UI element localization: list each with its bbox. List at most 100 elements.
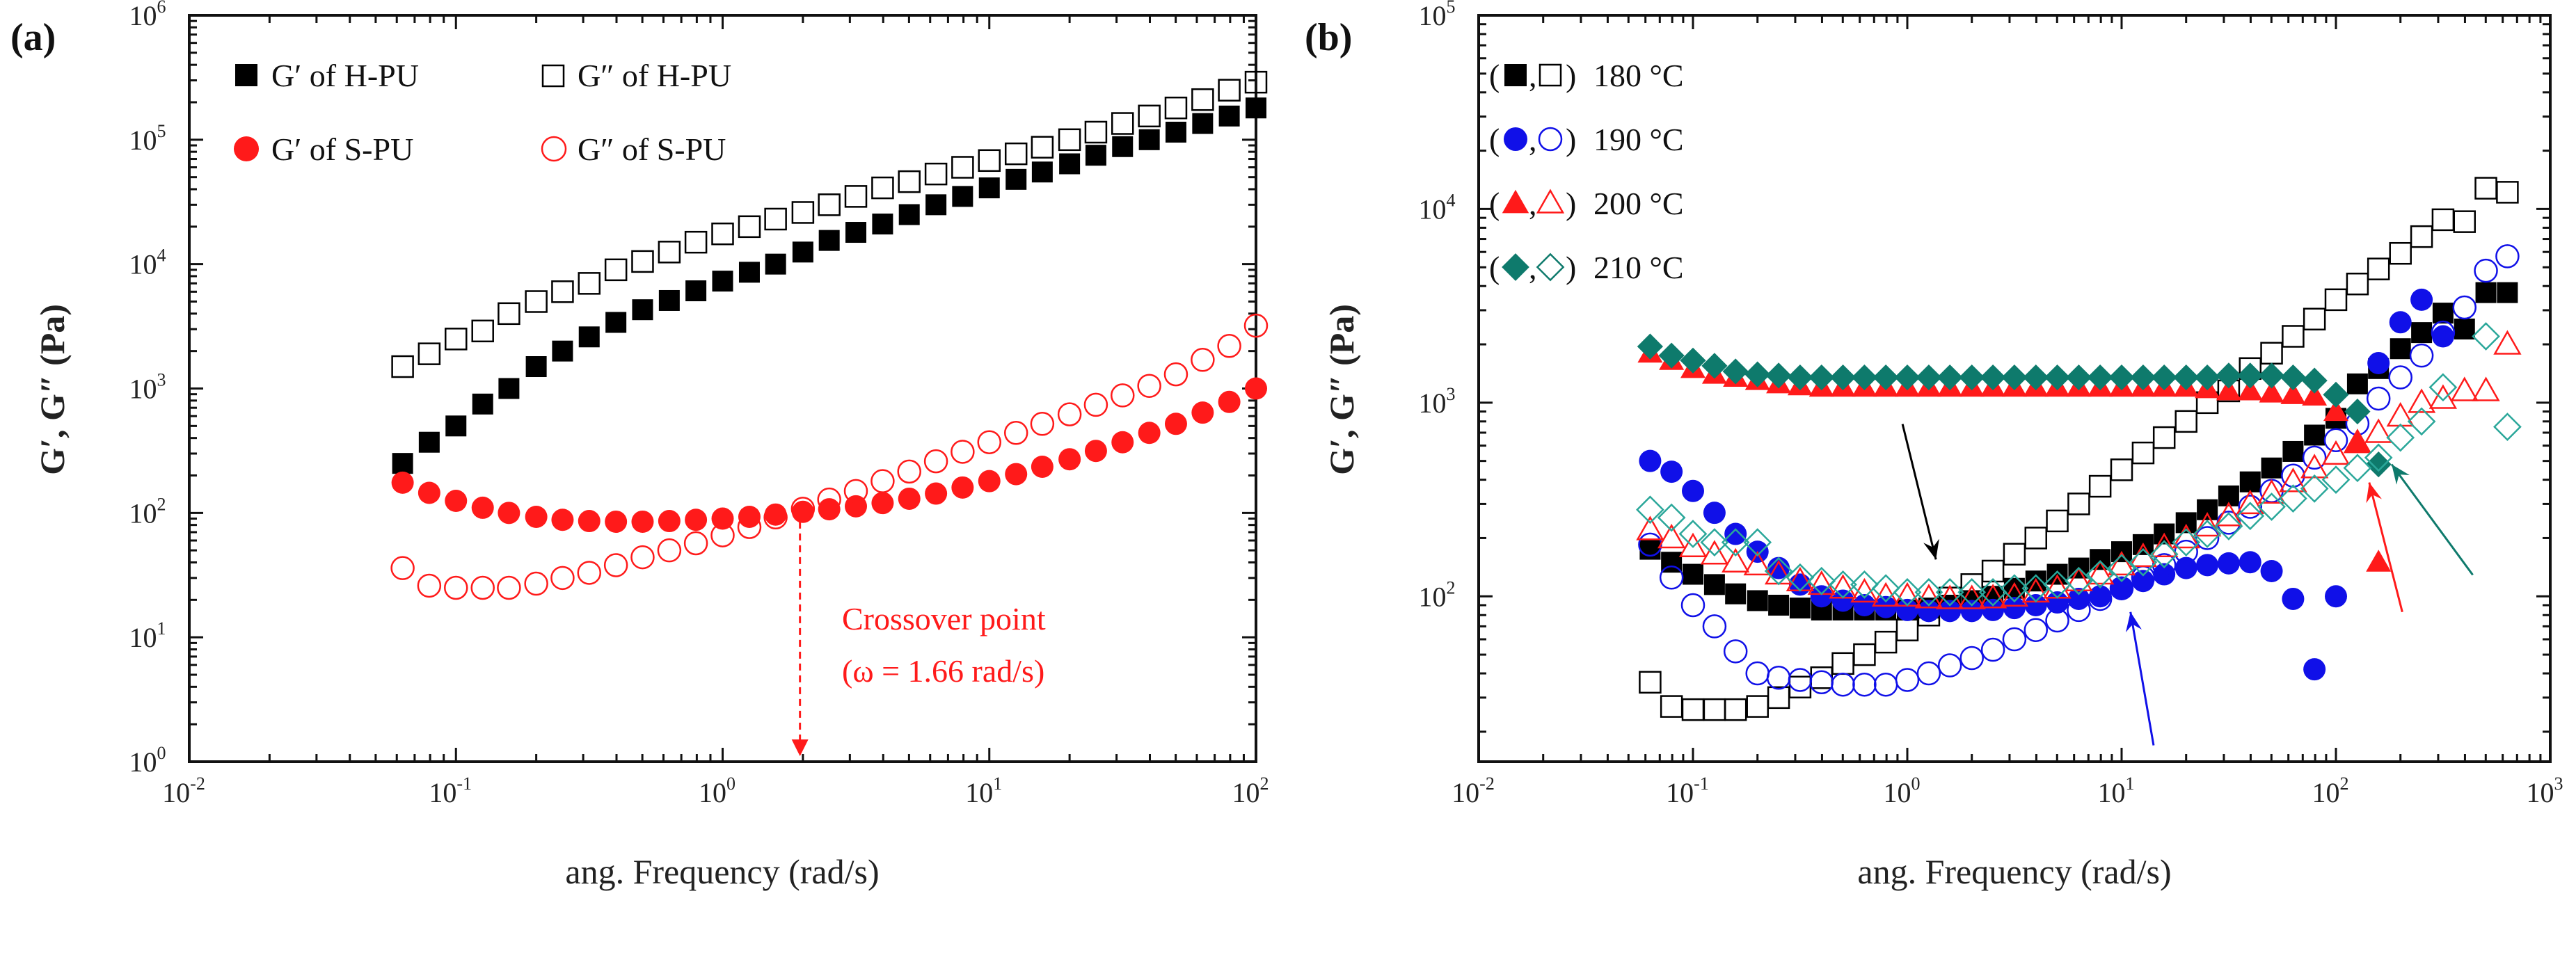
data-point — [1678, 520, 1708, 548]
x-tick-label: 100 — [1884, 774, 1921, 808]
arrowhead — [1923, 538, 1939, 560]
data-point — [2303, 658, 2326, 681]
series-3 — [1638, 244, 2520, 697]
data-point — [897, 459, 921, 484]
data-point — [1788, 675, 1812, 698]
tick-base: 10 — [162, 777, 190, 808]
legend-paren: ( — [1489, 186, 1500, 221]
data-point — [845, 222, 867, 243]
legend-paren: ( — [1489, 250, 1500, 285]
data-point — [605, 510, 628, 533]
data-point — [1831, 672, 1855, 697]
data-point — [658, 510, 681, 533]
data-point — [2088, 474, 2112, 498]
tick-exponent: 5 — [157, 121, 166, 141]
data-point — [711, 507, 734, 530]
data-point — [2024, 527, 2048, 550]
series-1 — [391, 70, 1268, 378]
data-point — [684, 230, 708, 254]
y-tick-label: 101 — [129, 618, 166, 653]
data-point — [978, 149, 1001, 173]
series-0 — [392, 97, 1266, 474]
plot-frame — [1477, 14, 2552, 763]
data-point — [551, 508, 574, 531]
data-point — [1895, 668, 1920, 692]
data-point — [765, 253, 786, 275]
data-point — [445, 415, 467, 437]
data-point — [685, 508, 708, 531]
data-point — [2323, 428, 2348, 453]
y-tick-label: 106 — [129, 0, 166, 31]
data-point — [2301, 367, 2328, 394]
data-point — [1057, 402, 1082, 426]
data-point — [1637, 333, 1664, 360]
data-point — [2238, 495, 2263, 519]
data-point — [2407, 388, 2436, 413]
data-point — [1937, 364, 1963, 391]
data-point — [1936, 584, 1964, 609]
arrow-line — [1901, 424, 1937, 560]
panel-label-a: (a) — [10, 16, 56, 59]
tick-base: 10 — [1884, 777, 1911, 808]
arrowhead — [2366, 482, 2382, 504]
data-point — [2367, 257, 2390, 280]
data-point — [418, 431, 440, 453]
data-point — [1766, 666, 1791, 690]
data-point — [1743, 528, 1772, 557]
data-point — [1659, 566, 1684, 590]
data-point — [2151, 364, 2177, 391]
arrowhead — [2125, 611, 2142, 633]
data-point — [2197, 499, 2218, 520]
data-point — [2472, 376, 2500, 401]
data-point — [2216, 362, 2242, 389]
data-point — [1702, 614, 1727, 639]
data-point — [1680, 347, 1706, 374]
y-tick-label: 102 — [129, 494, 166, 529]
data-point — [1960, 573, 1983, 596]
tick-exponent: 3 — [157, 370, 166, 390]
data-point — [2257, 479, 2286, 504]
data-point — [2366, 386, 2391, 411]
tick-exponent: 2 — [1447, 577, 1456, 598]
tick-exponent: -2 — [190, 774, 205, 794]
data-point — [2024, 594, 2047, 617]
data-point — [1678, 532, 1708, 557]
data-point — [951, 476, 974, 499]
data-point — [1788, 573, 1811, 596]
legend-item: (,) 190 °C — [1489, 122, 1684, 157]
legend-label: 200 °C — [1593, 186, 1684, 221]
data-point — [1959, 646, 1984, 671]
data-point — [2386, 423, 2415, 452]
data-point — [2454, 318, 2475, 339]
data-point — [1896, 598, 1918, 621]
data-point — [1163, 362, 1188, 387]
data-point — [2409, 343, 2434, 368]
data-point — [2388, 365, 2412, 390]
data-point — [2280, 382, 2306, 404]
series-7 — [1636, 322, 2522, 607]
data-point — [2214, 512, 2243, 540]
data-point — [925, 482, 948, 505]
data-point — [578, 272, 601, 295]
data-point — [1005, 168, 1027, 190]
data-point — [2497, 282, 2518, 303]
data-point — [2261, 457, 2282, 479]
legend-marker-filled — [1502, 189, 1529, 214]
tick-exponent: 3 — [1447, 384, 1456, 404]
data-point — [2474, 177, 2497, 200]
data-point — [1981, 559, 2005, 583]
data-point — [1722, 358, 1749, 385]
data-point — [738, 215, 761, 239]
tick-exponent: 1 — [157, 618, 166, 639]
x-tick-label: 10-1 — [1666, 774, 1709, 808]
data-point — [2131, 441, 2155, 465]
data-point — [2237, 378, 2263, 401]
tick-base: 10 — [965, 777, 993, 808]
tick-base: 10 — [2527, 777, 2554, 808]
data-point — [1218, 79, 1241, 102]
data-point — [1853, 594, 1876, 617]
data-point — [2365, 451, 2392, 478]
data-point — [1003, 421, 1028, 445]
data-point — [1703, 502, 1726, 524]
tick-base: 10 — [129, 249, 157, 280]
